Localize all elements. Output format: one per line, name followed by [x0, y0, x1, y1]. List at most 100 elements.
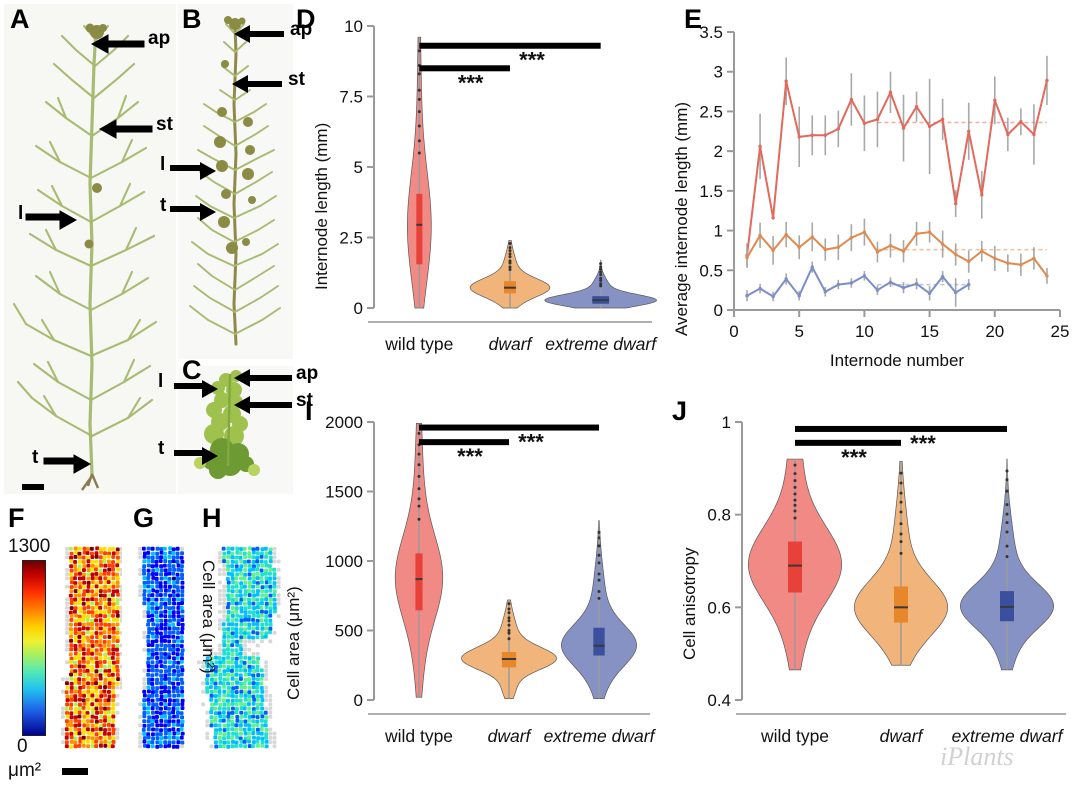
panel-letter-e: E — [684, 4, 703, 34]
panel-letter-c: C — [182, 355, 202, 385]
significance-stars: *** — [910, 431, 936, 456]
significance-stars: *** — [519, 48, 545, 73]
significance-stars: *** — [457, 444, 483, 469]
y-tick-label: 0 — [354, 299, 363, 318]
y-tick-label: 7.5 — [339, 88, 363, 107]
heatmap-h-image — [196, 545, 282, 750]
significance-bar — [419, 424, 599, 431]
y-tick-label: 1 — [714, 222, 723, 241]
panel-b-photo — [178, 4, 293, 359]
panel-letter-f: F — [8, 503, 25, 533]
heatmap-f-image — [60, 545, 122, 750]
series-line — [746, 230, 1048, 277]
x-tick-label: 15 — [920, 322, 939, 341]
y-tick-label: 1000 — [325, 552, 363, 571]
colorbar-jet — [22, 560, 46, 736]
panel-letter-a: A — [10, 4, 30, 34]
panel-j-violin-chart: 0.4 0.6 0.8 1 wild type dwarf extreme dwarf ***… — [707, 413, 1066, 746]
category-label: dwarf — [488, 726, 533, 746]
watermark: iPlants — [940, 742, 1014, 771]
plant-c-illustration — [178, 366, 293, 494]
label-l-b: l — [160, 154, 166, 175]
colorbar-unit-label: μm² — [8, 760, 42, 781]
y-tick-label: 0.4 — [707, 691, 731, 710]
y-tick-label: 500 — [335, 622, 363, 641]
y-tick-label: 10 — [344, 17, 363, 36]
significance-bar — [419, 439, 509, 446]
heatmap-g-image — [133, 545, 185, 750]
colorbar-max-label: 1300 — [8, 536, 51, 557]
panel-d-ylabel: Internode length (mm) — [312, 122, 331, 290]
label-t-a: t — [32, 447, 39, 468]
heatmap-side-label: Cell area (μm²) — [199, 560, 218, 674]
y-tick-label: 1.5 — [699, 182, 723, 201]
label-ap-a: ap — [148, 28, 171, 49]
label-st-c: st — [296, 390, 313, 411]
category-label: dwarf — [880, 726, 925, 746]
panel-letter-i: I — [305, 396, 313, 426]
significance-bar — [795, 425, 1007, 432]
label-ap-b: ap — [290, 19, 313, 40]
scale-bar-fgh — [62, 768, 88, 775]
y-tick-label: 1 — [722, 413, 731, 432]
y-tick-label: 1500 — [325, 483, 363, 502]
category-label: wild type — [384, 334, 453, 354]
y-tick-label: 0.6 — [707, 598, 731, 617]
x-tick-label: 0 — [729, 322, 738, 341]
significance-stars: *** — [841, 445, 867, 470]
label-t-c: t — [158, 438, 165, 459]
label-l-c: l — [158, 371, 164, 392]
scale-bar-a — [22, 484, 44, 490]
plant-b-illustration — [178, 4, 293, 359]
series-line — [746, 80, 1048, 256]
y-tick-label: 2.5 — [339, 229, 363, 248]
category-label: extreme dwarf — [545, 334, 658, 354]
y-tick-label: 2 — [714, 142, 723, 161]
y-tick-label: 0.8 — [707, 506, 731, 525]
panel-a-photo — [4, 4, 176, 494]
panel-i-violin-chart: 0 500 1000 1500 2000 wild type dwarf extreme dw… — [325, 413, 657, 746]
panel-c-photo — [178, 366, 293, 494]
label-ap-c: ap — [296, 363, 319, 384]
y-tick-label: 0 — [714, 301, 723, 320]
plant-a-illustration — [4, 4, 176, 494]
series-line — [746, 264, 970, 298]
significance-bar — [795, 439, 901, 446]
iqr-box — [788, 541, 802, 593]
x-axis-title: Internode number — [830, 351, 965, 370]
category-label: wild type — [384, 726, 453, 746]
iqr-box — [593, 627, 605, 656]
category-label: extreme dwarf — [544, 726, 657, 746]
y-tick-label: 5 — [354, 158, 363, 177]
category-label: dwarf — [489, 334, 534, 354]
x-tick-label: 5 — [794, 322, 803, 341]
significance-stars: *** — [458, 70, 484, 95]
panel-letter-d: D — [296, 4, 316, 34]
iqr-box — [415, 553, 423, 611]
panel-letter-g: G — [133, 503, 155, 533]
panel-d-violin-chart: 0 2.5 5 7.5 10 wild type dwarf extreme dwarf ***… — [339, 17, 658, 354]
panel-letter-h: H — [202, 503, 222, 533]
significance-bar — [419, 42, 601, 49]
y-tick-label: 2.5 — [699, 102, 723, 121]
y-tick-label: 3.5 — [699, 23, 723, 42]
x-tick-label: 20 — [985, 322, 1004, 341]
label-st-a: st — [156, 114, 173, 135]
y-tick-label: 3 — [714, 63, 723, 82]
label-t-b: t — [160, 195, 167, 216]
category-label: wild type — [760, 726, 829, 746]
x-tick-label: 10 — [855, 322, 874, 341]
significance-stars: *** — [518, 430, 544, 455]
label-l-a: l — [18, 203, 24, 224]
colorbar-min-label: 0 — [17, 736, 28, 757]
panel-letter-j: J — [672, 396, 688, 426]
iqr-box — [894, 586, 908, 623]
y-tick-label: 0 — [354, 691, 363, 710]
y-tick-label: 0.5 — [699, 261, 723, 280]
panel-letter-b: B — [182, 4, 202, 34]
significance-bar — [419, 65, 510, 72]
category-label: extreme dwarf — [952, 726, 1065, 746]
x-tick-label: 25 — [1051, 322, 1070, 341]
iqr-box — [416, 193, 423, 265]
